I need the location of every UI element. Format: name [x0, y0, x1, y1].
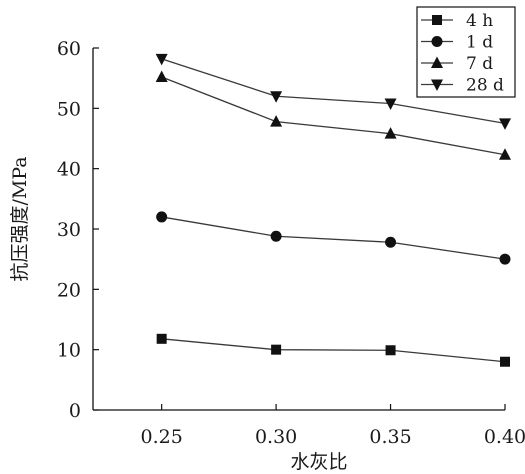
- data-point-triangle-up: [270, 115, 283, 127]
- data-point-circle: [270, 230, 282, 242]
- legend: 4 h1 d7 d28 d: [416, 6, 516, 98]
- legend-item: 4 h: [421, 11, 493, 31]
- data-point-triangle-up: [499, 148, 511, 160]
- legend-marker: [431, 56, 443, 68]
- legend-item: 1 d: [421, 33, 493, 53]
- y-tick-label: 60: [57, 38, 81, 60]
- series-line: [161, 76, 506, 156]
- y-tick-label: 0: [69, 400, 81, 422]
- legend-label: 1 d: [466, 33, 493, 53]
- y-axis-title: 抗压强度/MPa: [9, 156, 31, 281]
- x-axis-title: 水灰比: [290, 451, 347, 473]
- data-point-circle: [499, 253, 511, 265]
- legend-item: 7 d: [421, 54, 493, 74]
- y-axis-ticks: 0 10 20 30 40 50 60: [57, 38, 99, 422]
- legend-marker: [431, 36, 443, 47]
- data-point-circle: [385, 236, 397, 248]
- x-axis-ticks: 0.25 0.30 0.35 0.40: [141, 404, 525, 448]
- x-tick-label: 0.30: [255, 426, 297, 448]
- y-tick-label: 30: [57, 219, 81, 241]
- series-7d: [155, 70, 511, 160]
- x-tick-label: 0.25: [141, 426, 183, 448]
- series-layer: [155, 53, 511, 367]
- data-point-square: [500, 356, 510, 367]
- y-tick-label: 50: [57, 98, 81, 120]
- data-point-triangle-up: [384, 127, 397, 139]
- legend-label: 4 h: [466, 11, 493, 31]
- data-point-triangle-up: [155, 70, 168, 82]
- data-point-square: [271, 344, 282, 355]
- data-point-circle: [156, 211, 168, 223]
- legend-item: 28 d: [421, 76, 504, 96]
- y-tick-label: 20: [57, 279, 81, 301]
- y-tick-label: 10: [57, 340, 81, 362]
- data-point-square: [385, 345, 396, 356]
- x-tick-label: 0.35: [369, 426, 411, 448]
- series-line: [161, 216, 506, 260]
- series-line: [161, 58, 506, 125]
- series-28d: [155, 53, 511, 130]
- data-point-triangle-down: [155, 53, 168, 66]
- series-line: [161, 338, 506, 363]
- x-tick-label: 0.40: [484, 426, 525, 448]
- legend-marker: [431, 79, 443, 91]
- legend-marker: [432, 15, 442, 25]
- series-1d: [156, 211, 511, 265]
- data-point-triangle-down: [270, 91, 283, 103]
- y-tick-label: 40: [57, 159, 81, 181]
- series-4h: [156, 333, 510, 367]
- data-point-triangle-down: [384, 98, 397, 111]
- data-point-square: [156, 333, 167, 344]
- legend-label: 28 d: [466, 76, 504, 96]
- legend-label: 7 d: [466, 54, 493, 74]
- data-point-triangle-down: [499, 118, 511, 130]
